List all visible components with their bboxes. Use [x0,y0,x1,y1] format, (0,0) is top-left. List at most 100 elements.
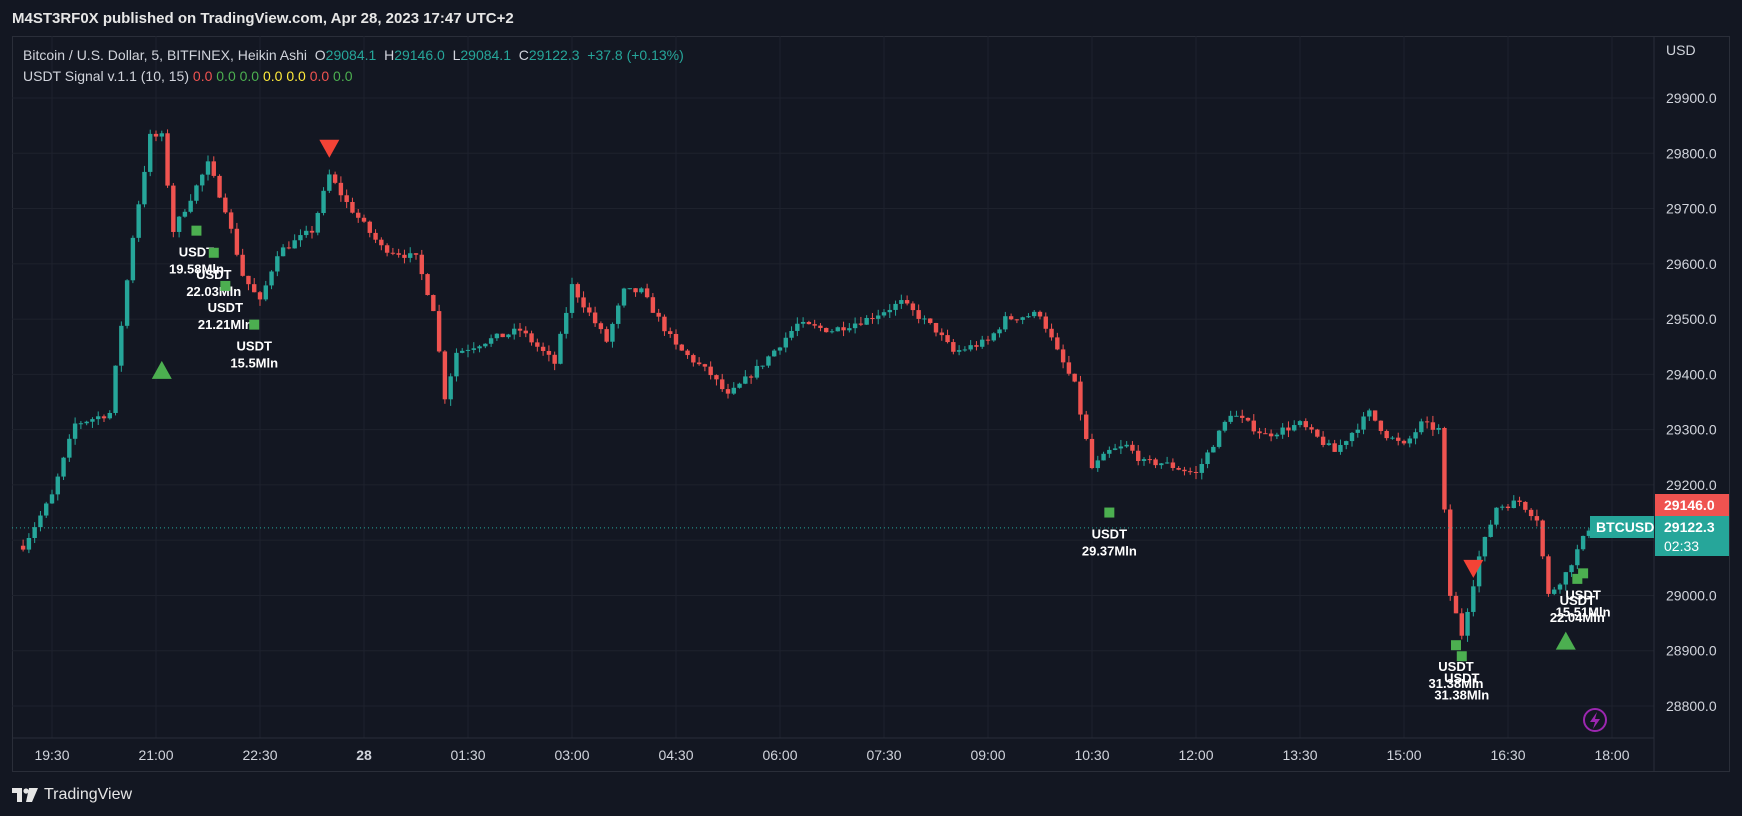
high-price-label: 29146.0 [1664,497,1715,513]
candle-body [1367,410,1372,417]
candle-body [1043,316,1048,329]
candle-body [471,348,476,350]
usdt-signal-marker [220,280,231,291]
price-tick-label: 29300.0 [1666,422,1717,438]
candle-body [101,416,107,419]
candle-body [1546,556,1551,594]
candle-body [321,190,326,214]
candle-body [1257,431,1262,434]
candle-body [408,253,413,258]
candle-body [454,352,459,377]
time-tick-label: 06:00 [762,747,797,763]
candle-body [1124,444,1129,447]
high-label: H [384,47,395,63]
candle-body [1089,438,1095,469]
indicator-value-0: 0.0 [192,68,213,84]
candle-body [55,476,60,495]
time-tick-label: 28 [356,747,372,763]
chart-frame [12,36,1730,772]
candle-body [171,185,176,232]
candle-body [275,256,280,272]
candle-body [90,419,95,422]
indicator-title[interactable]: USDT Signal v.1.1 (10, 15) [23,68,190,84]
price-tick-label: 29000.0 [1666,587,1717,603]
candle-body [361,217,367,222]
candle-body [702,364,708,367]
candle-body [269,271,274,286]
candle-body [84,421,89,424]
time-tick-label: 18:00 [1594,747,1629,763]
candle-body [32,527,37,538]
indicator-value-1: 0.0 [212,68,236,84]
candle-body [1557,584,1563,590]
candle-body [20,545,26,550]
chart-grid [12,36,1654,738]
candle-body [1384,430,1389,439]
candle-body [194,185,199,201]
candle-body [38,515,43,528]
candle-body [650,297,656,313]
candle-body [1419,421,1424,433]
candle-body [72,423,78,439]
candle-body [627,288,632,290]
usdt-label: USDT [1560,593,1595,608]
top-bar: M4ST3RF0X published on TradingView.com, … [0,0,1742,36]
candle-body [1482,536,1488,557]
candle-body [691,355,696,363]
candle-body [552,354,557,364]
candle-body [246,275,251,285]
candle-body [1211,446,1216,453]
candle-body [720,379,725,390]
candle-body [280,247,286,257]
usdt-amount-label: 31.38Mln [1429,676,1484,691]
candle-body [968,345,973,350]
candle-body [1528,509,1534,517]
candle-body [44,503,49,516]
candle-body [910,303,916,311]
open-label: O [314,47,326,63]
time-tick-label: 10:30 [1074,747,1109,763]
candle-body [1500,506,1505,508]
symbol-title[interactable]: Bitcoin / U.S. Dollar, 5, BITFINEX, Heik… [23,47,307,63]
candle-body [887,309,892,313]
candle-body [1476,556,1482,587]
indicator-values: 0.0 0.0 0.0 0.0 0.0 0.0 0.0 [193,68,353,84]
candle-body [1216,430,1222,447]
candle-body [1060,349,1066,363]
candle-body [1372,410,1378,421]
candle-body [1505,506,1511,509]
candle-body [569,284,575,313]
usdt-label: USDT [196,267,231,282]
candle-body [182,211,188,217]
candle-body [1037,311,1043,317]
candle-body [425,274,430,296]
candle-body [980,339,985,347]
usdt-label: USDT [1092,527,1127,542]
candle-body [1292,425,1297,431]
usdt-amount-label: 15.51Mln [1556,604,1611,619]
candle-body [512,328,517,335]
candle-body [523,330,528,334]
candle-body [962,349,968,351]
candle-body [1049,328,1054,338]
candle-body [818,325,823,328]
candle-body [922,318,927,320]
candle-body [673,333,679,345]
candle-body [633,288,638,293]
lightning-icon[interactable] [1583,708,1607,732]
candle-body [795,323,800,331]
usdt-annotations: USDT19.58MlnUSDT22.03MlnUSDT21.21MlnUSDT… [169,225,1611,702]
buy-signal-triangle [151,360,172,379]
candle-body [1338,444,1343,452]
candle-body [211,161,216,176]
candle-body [1326,443,1332,445]
candle-body [1390,437,1395,439]
candle-body [1407,438,1412,444]
candle-body [708,366,713,376]
candle-body [991,333,996,341]
candle-body [315,213,320,233]
candle-body [737,383,742,388]
candle-body [1540,520,1545,557]
tradingview-brand[interactable]: TradingView [12,786,132,804]
